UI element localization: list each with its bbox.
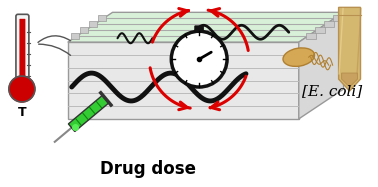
Text: Drug dose: Drug dose	[99, 160, 195, 178]
Polygon shape	[315, 27, 325, 33]
Circle shape	[9, 76, 35, 102]
Polygon shape	[339, 7, 361, 91]
Polygon shape	[68, 42, 299, 119]
FancyBboxPatch shape	[19, 19, 25, 85]
Polygon shape	[80, 27, 88, 33]
Polygon shape	[68, 95, 109, 131]
Ellipse shape	[283, 48, 314, 66]
FancyBboxPatch shape	[16, 14, 29, 88]
Polygon shape	[306, 33, 316, 39]
Polygon shape	[342, 73, 358, 87]
Polygon shape	[71, 33, 79, 39]
FancyBboxPatch shape	[195, 26, 204, 32]
Polygon shape	[324, 21, 334, 27]
Polygon shape	[299, 12, 344, 119]
Circle shape	[171, 31, 227, 87]
Polygon shape	[88, 21, 97, 27]
Polygon shape	[68, 12, 344, 42]
Text: T: T	[18, 106, 26, 119]
Text: [E. coli]: [E. coli]	[302, 84, 362, 98]
Polygon shape	[98, 15, 105, 21]
Polygon shape	[333, 15, 342, 21]
